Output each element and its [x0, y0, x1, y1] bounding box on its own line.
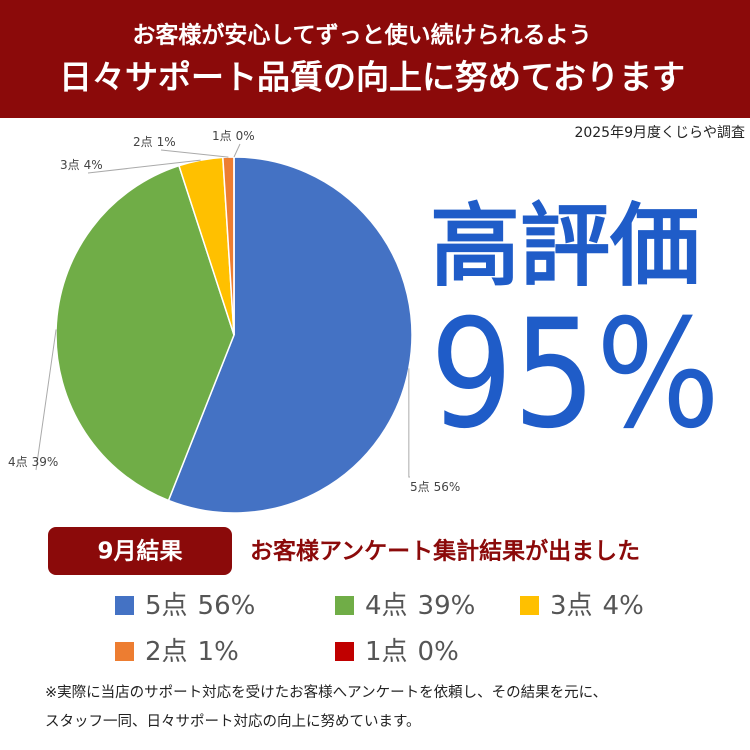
- results-title: お客様アンケート集計結果が出ました: [250, 538, 640, 565]
- legend-label: 1点 0%: [365, 637, 459, 667]
- header-line2: 日々サポート品質の向上に努めております: [59, 58, 685, 97]
- leader-line: [408, 368, 410, 478]
- data-label-category: 3点: [60, 158, 80, 172]
- badge-box: [48, 527, 232, 575]
- data-label-value: 4%: [84, 158, 103, 172]
- data-label-category: 5点: [410, 480, 430, 494]
- data-label: 3点 4%: [60, 158, 103, 172]
- data-label: 2点 1%: [133, 135, 176, 149]
- data-label-value: 56%: [434, 480, 461, 494]
- legend-category: 5点: [145, 591, 188, 621]
- legend-category: 4点: [365, 591, 408, 621]
- leader-line: [87, 159, 201, 174]
- legend-value: 0%: [418, 637, 459, 667]
- legend-swatch: [335, 596, 354, 615]
- legend-swatch: [115, 642, 134, 661]
- leader-line: [35, 329, 57, 471]
- legend-swatch: [520, 596, 539, 615]
- data-label-value: 0%: [236, 129, 255, 143]
- pie-slice: [55, 164, 235, 502]
- legend-value: 4%: [603, 591, 644, 621]
- badge: 9月結果: [97, 538, 182, 565]
- legend-label: 2点 1%: [145, 637, 239, 667]
- legend-swatch: [335, 642, 354, 661]
- legend-label: 5点 56%: [145, 591, 255, 621]
- headline: 高評価: [430, 194, 700, 299]
- rating: 95%: [430, 288, 720, 462]
- data-label: 4点 39%: [8, 455, 58, 469]
- legend-value: 39%: [418, 591, 476, 621]
- header-line1: お客様が安心してずっと使い続けられるよう: [132, 22, 591, 49]
- footnote-line1: ※実際に当店のサポート対応を受けたお客様へアンケートを依頼し、その結果を元に、: [45, 684, 607, 701]
- legend-value: 1%: [198, 637, 239, 667]
- data-label-value: 1%: [157, 135, 176, 149]
- legend-swatch: [115, 596, 134, 615]
- pie-slice: [167, 156, 413, 514]
- survey-note: 2025年9月度くじらや調査: [574, 125, 745, 141]
- leader-line: [233, 143, 241, 158]
- legend-value: 56%: [198, 591, 256, 621]
- legend-category: 3点: [550, 591, 593, 621]
- data-label-category: 2点: [133, 135, 153, 149]
- data-label-category: 4点: [8, 455, 28, 469]
- legend-category: 2点: [145, 637, 188, 667]
- header-band: [0, 0, 750, 118]
- data-label: 1点 0%: [212, 129, 255, 143]
- data-label: 5点 56%: [410, 480, 460, 494]
- footnote-line2: スタッフ一同、日々サポート対応の向上に努めています。: [45, 713, 421, 730]
- legend-label: 4点 39%: [365, 591, 475, 621]
- data-label-value: 39%: [32, 455, 59, 469]
- data-label-category: 1点: [212, 129, 232, 143]
- leader-line: [160, 149, 229, 158]
- legend-label: 3点 4%: [550, 591, 644, 621]
- legend-category: 1点: [365, 637, 408, 667]
